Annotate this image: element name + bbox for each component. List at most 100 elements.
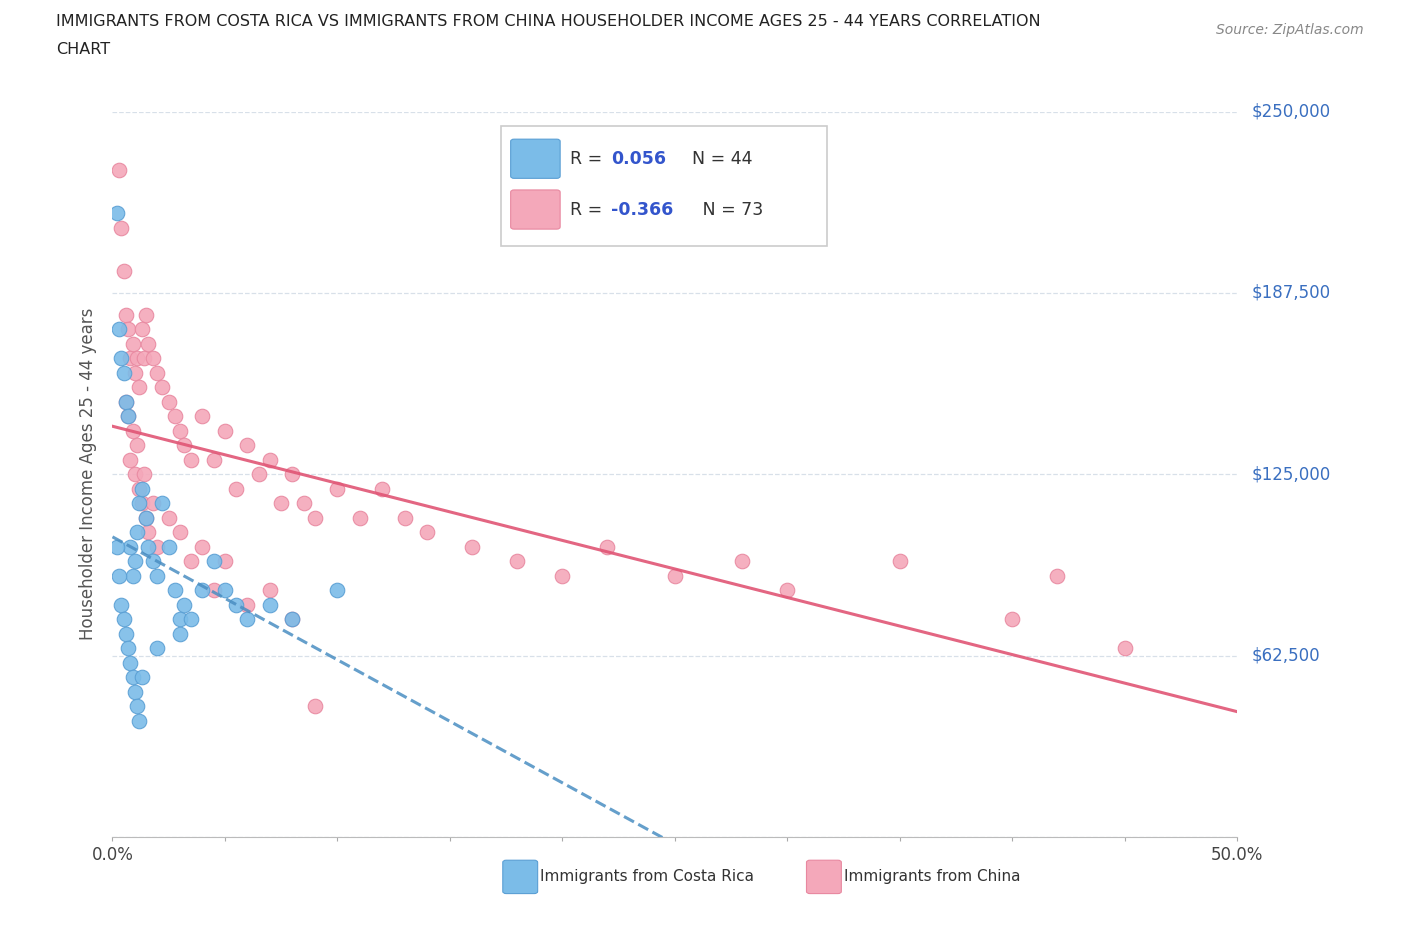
- Text: Immigrants from China: Immigrants from China: [844, 870, 1021, 884]
- Point: [180, 612, 202, 627]
- FancyBboxPatch shape: [807, 860, 841, 894]
- Point: [142, 554, 165, 569]
- Point: [131, 322, 153, 337]
- Point: [110, 597, 132, 612]
- Point: [731, 554, 754, 569]
- Point: [120, 539, 142, 554]
- Point: [135, 307, 157, 322]
- Point: [131, 496, 153, 511]
- Point: [225, 482, 247, 497]
- Point: [281, 612, 304, 627]
- Point: [169, 627, 191, 642]
- Point: [124, 365, 146, 380]
- Point: [121, 337, 143, 352]
- Point: [146, 568, 169, 583]
- Text: -0.366: -0.366: [610, 201, 673, 219]
- Point: [138, 525, 160, 539]
- Point: [416, 525, 439, 539]
- Point: [259, 452, 281, 467]
- Text: N = 73: N = 73: [697, 201, 763, 219]
- Point: [349, 511, 371, 525]
- Text: R =: R =: [571, 201, 607, 219]
- Point: [165, 583, 187, 598]
- Point: [259, 597, 281, 612]
- Point: [138, 539, 160, 554]
- Point: [138, 337, 160, 352]
- Text: N = 44: N = 44: [681, 150, 752, 167]
- Point: [259, 583, 281, 598]
- Point: [117, 322, 139, 337]
- Text: Immigrants from Costa Rica: Immigrants from Costa Rica: [540, 870, 754, 884]
- Point: [551, 568, 574, 583]
- Point: [120, 452, 142, 467]
- Point: [191, 539, 214, 554]
- Point: [108, 162, 131, 177]
- Point: [326, 583, 349, 598]
- Point: [214, 583, 236, 598]
- Point: [117, 409, 139, 424]
- Point: [1114, 641, 1136, 656]
- Point: [506, 554, 529, 569]
- Point: [165, 409, 187, 424]
- Point: [371, 482, 394, 497]
- Point: [292, 496, 315, 511]
- Point: [132, 351, 155, 365]
- Point: [132, 467, 155, 482]
- Point: [214, 423, 236, 438]
- Text: IMMIGRANTS FROM COSTA RICA VS IMMIGRANTS FROM CHINA HOUSEHOLDER INCOME AGES 25 -: IMMIGRANTS FROM COSTA RICA VS IMMIGRANTS…: [56, 14, 1040, 29]
- Point: [131, 482, 153, 497]
- Point: [150, 379, 173, 394]
- Point: [112, 612, 135, 627]
- Point: [108, 568, 131, 583]
- Point: [157, 394, 180, 409]
- Point: [326, 482, 349, 497]
- Text: $187,500: $187,500: [1251, 284, 1330, 302]
- Point: [202, 554, 225, 569]
- Point: [142, 496, 165, 511]
- Point: [394, 511, 416, 525]
- Point: [105, 539, 128, 554]
- Point: [110, 351, 132, 365]
- Point: [146, 365, 169, 380]
- Point: [270, 496, 292, 511]
- Point: [776, 583, 799, 598]
- Point: [169, 423, 191, 438]
- Point: [135, 511, 157, 525]
- Point: [124, 684, 146, 699]
- Point: [150, 496, 173, 511]
- Point: [191, 409, 214, 424]
- Text: Source: ZipAtlas.com: Source: ZipAtlas.com: [1216, 23, 1364, 37]
- Point: [117, 641, 139, 656]
- Point: [105, 206, 128, 220]
- Point: [124, 554, 146, 569]
- Text: CHART: CHART: [56, 42, 110, 57]
- Point: [146, 641, 169, 656]
- Point: [225, 597, 247, 612]
- Point: [191, 583, 214, 598]
- Point: [247, 467, 270, 482]
- Point: [112, 365, 135, 380]
- Point: [115, 627, 138, 642]
- Point: [112, 264, 135, 279]
- Text: $62,500: $62,500: [1251, 646, 1320, 665]
- FancyBboxPatch shape: [503, 860, 537, 894]
- Point: [131, 670, 153, 684]
- Point: [281, 467, 304, 482]
- Point: [169, 612, 191, 627]
- Point: [121, 670, 143, 684]
- Point: [121, 568, 143, 583]
- Point: [120, 351, 142, 365]
- Point: [281, 612, 304, 627]
- Text: $250,000: $250,000: [1251, 102, 1330, 121]
- Text: R =: R =: [571, 150, 607, 167]
- Point: [889, 554, 911, 569]
- Point: [169, 525, 191, 539]
- Point: [304, 511, 326, 525]
- Text: 0.056: 0.056: [610, 150, 666, 167]
- Point: [115, 394, 138, 409]
- Point: [180, 554, 202, 569]
- Point: [157, 539, 180, 554]
- Point: [214, 554, 236, 569]
- Point: [127, 351, 149, 365]
- Point: [120, 656, 142, 671]
